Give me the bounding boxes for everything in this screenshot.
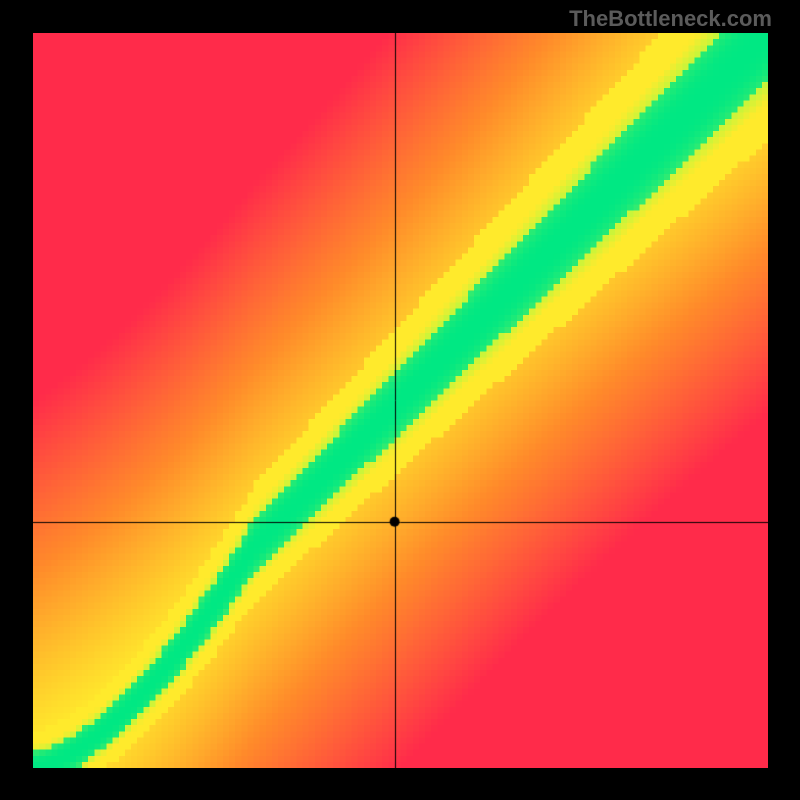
watermark-text: TheBottleneck.com [569, 6, 772, 32]
crosshair-overlay [33, 33, 768, 768]
chart-container: TheBottleneck.com [0, 0, 800, 800]
